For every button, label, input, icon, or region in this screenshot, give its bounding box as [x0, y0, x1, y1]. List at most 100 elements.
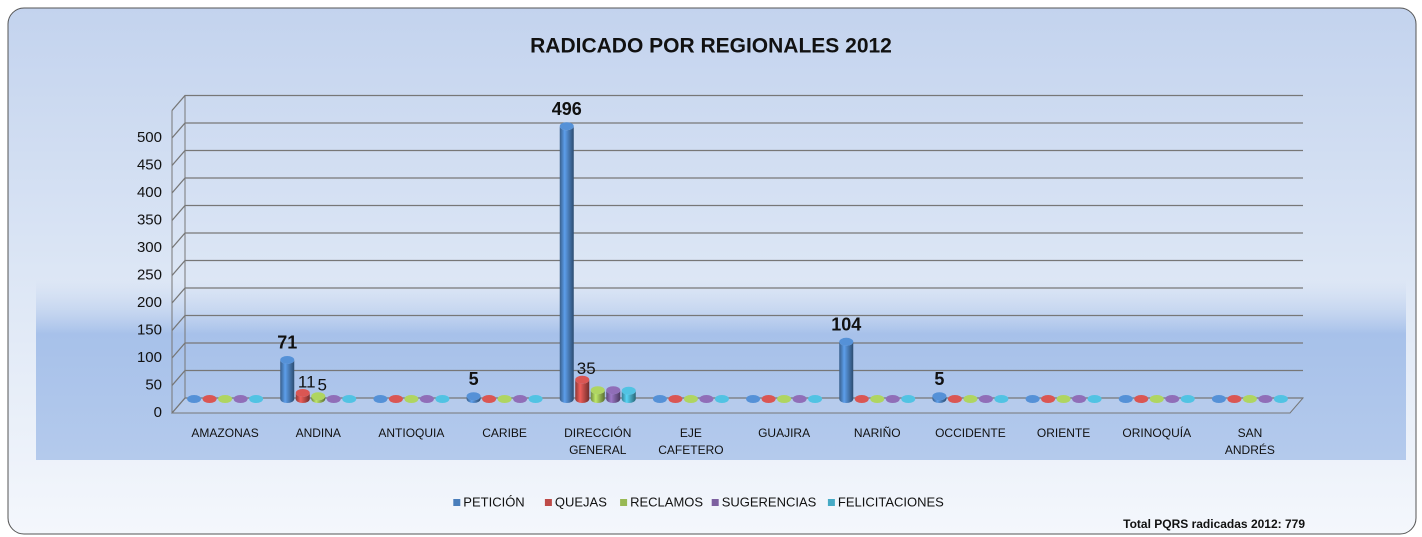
total-annotation: Total PQRS radicadas 2012: 779: [1123, 517, 1305, 531]
bar-top: [1180, 395, 1195, 403]
bar-top: [839, 337, 854, 346]
bar-top: [808, 395, 823, 403]
data-label: 5: [934, 369, 944, 389]
bar-top: [326, 395, 341, 403]
grid-line: [171, 232, 1303, 249]
bar: [1134, 395, 1149, 403]
bar-top: [901, 395, 916, 403]
bar: [388, 395, 403, 403]
bar-top: [1134, 395, 1149, 403]
data-label: 5: [469, 369, 479, 389]
bar: [404, 395, 419, 403]
bar: [497, 395, 512, 403]
bar: [746, 395, 761, 403]
bar: [870, 395, 885, 403]
bar-top: [947, 395, 962, 403]
grid-line: [171, 342, 1303, 359]
bar: [683, 395, 698, 403]
legend-swatch: [453, 499, 461, 506]
bar: [668, 395, 683, 403]
x-tick-label: DIRECCIÓN GENERAL: [564, 426, 632, 457]
bar: [559, 122, 574, 403]
bar-top: [1165, 395, 1180, 403]
bar-top: [621, 386, 636, 395]
x-tick-label: ORINOQUÍA: [1122, 426, 1192, 440]
bar-body: [839, 341, 854, 403]
bar-top: [419, 395, 434, 403]
grid-line: [171, 314, 1303, 331]
bar-top: [187, 395, 202, 403]
y-tick-label: 0: [154, 404, 162, 421]
data-label: 35: [577, 359, 596, 378]
bar: [326, 395, 341, 403]
x-tick-label: ANDINA: [295, 426, 341, 440]
bar-top: [885, 395, 900, 403]
bar: [1118, 395, 1133, 403]
bar-top: [1087, 395, 1102, 403]
grid-line: [171, 397, 1303, 414]
y-tick-label: 400: [137, 184, 162, 201]
bar: [761, 395, 776, 403]
bar: [1242, 395, 1257, 403]
bar-top: [466, 392, 481, 401]
bar: [342, 395, 357, 403]
y-tick-label: 200: [137, 294, 162, 311]
bar-body: [295, 392, 310, 403]
bar: [854, 395, 869, 403]
bar: [901, 395, 916, 403]
y-tick-label: 50: [145, 376, 162, 393]
bar: [606, 386, 621, 403]
bar-body: [575, 379, 590, 403]
y-tick-label: 100: [137, 349, 162, 366]
bar: [1041, 395, 1056, 403]
bar: [1273, 395, 1288, 403]
bar: [1149, 395, 1164, 403]
bar: [513, 395, 528, 403]
bar: [249, 395, 264, 403]
x-tick-label: SAN ANDRÉS: [1224, 426, 1275, 457]
data-label: 5: [318, 376, 327, 395]
bar-top: [1227, 395, 1242, 403]
bar-top: [1041, 395, 1056, 403]
x-tick-label: NARIÑO: [853, 426, 901, 440]
bar: [311, 392, 326, 403]
bar: [466, 392, 481, 403]
bar-top: [497, 395, 512, 403]
grid-line: [171, 149, 1303, 166]
bar-top: [1273, 395, 1288, 403]
bar: [373, 395, 388, 403]
bar: [1072, 395, 1087, 403]
bar: [1180, 395, 1195, 403]
bar-top: [559, 122, 574, 131]
y-tick-label: 500: [137, 129, 162, 146]
legend-swatch: [544, 499, 552, 506]
bar-top: [994, 395, 1009, 403]
y-tick-label: 450: [137, 156, 162, 173]
bar-top: [1025, 395, 1040, 403]
grid-line: [171, 122, 1303, 139]
grid-line: [171, 287, 1303, 304]
legend-label: RECLAMOS: [630, 494, 703, 509]
grid-line: [171, 259, 1303, 276]
x-tick-label: ORIENTE: [1036, 426, 1091, 440]
bar-body: [466, 396, 481, 403]
grid-line: [171, 177, 1303, 194]
bar-top: [435, 395, 450, 403]
bar-top: [963, 395, 978, 403]
bar-top: [1242, 395, 1257, 403]
grid-line: [171, 204, 1303, 221]
y-tick-label: 250: [137, 266, 162, 283]
bar-top: [777, 395, 792, 403]
bar-top: [761, 395, 776, 403]
bar: [528, 395, 543, 403]
grid-line-top: [171, 94, 1303, 111]
bar-body: [311, 396, 326, 403]
bar-body: [606, 390, 621, 403]
bar: [590, 386, 605, 403]
grid-line: [171, 369, 1303, 386]
chart-title: RADICADO POR REGIONALES 2012: [530, 35, 892, 58]
bar: [280, 355, 295, 403]
bar: [575, 375, 590, 403]
